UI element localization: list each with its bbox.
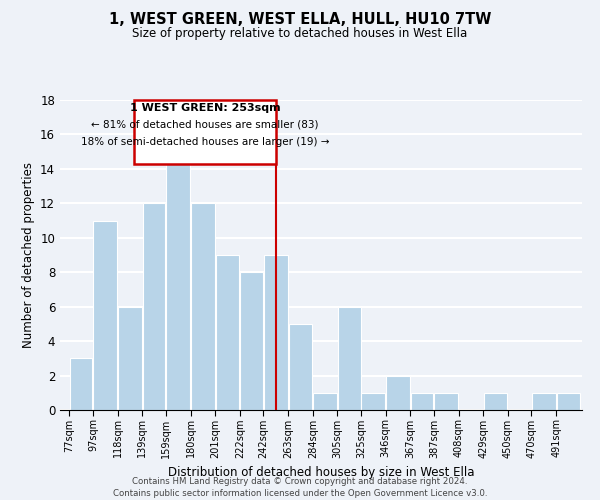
Bar — [338, 306, 361, 410]
Bar — [532, 393, 556, 410]
Bar — [70, 358, 92, 410]
Text: Contains public sector information licensed under the Open Government Licence v3: Contains public sector information licen… — [113, 490, 487, 498]
Bar — [289, 324, 312, 410]
Bar — [94, 220, 117, 410]
Y-axis label: Number of detached properties: Number of detached properties — [22, 162, 35, 348]
Bar — [386, 376, 410, 410]
Bar — [313, 393, 337, 410]
Bar — [557, 393, 580, 410]
Text: 18% of semi-detached houses are larger (19) →: 18% of semi-detached houses are larger (… — [81, 137, 329, 147]
Bar — [361, 393, 385, 410]
Bar — [215, 255, 239, 410]
Bar — [484, 393, 508, 410]
Text: Contains HM Land Registry data © Crown copyright and database right 2024.: Contains HM Land Registry data © Crown c… — [132, 476, 468, 486]
Bar — [434, 393, 458, 410]
X-axis label: Distribution of detached houses by size in West Ella: Distribution of detached houses by size … — [168, 466, 474, 479]
Bar — [411, 393, 433, 410]
FancyBboxPatch shape — [134, 100, 277, 164]
Bar — [118, 306, 142, 410]
Bar — [143, 204, 166, 410]
Bar — [241, 272, 263, 410]
Text: Size of property relative to detached houses in West Ella: Size of property relative to detached ho… — [133, 28, 467, 40]
Bar — [191, 204, 215, 410]
Text: 1, WEST GREEN, WEST ELLA, HULL, HU10 7TW: 1, WEST GREEN, WEST ELLA, HULL, HU10 7TW — [109, 12, 491, 28]
Text: ← 81% of detached houses are smaller (83): ← 81% of detached houses are smaller (83… — [91, 120, 319, 130]
Bar — [264, 255, 287, 410]
Text: 1 WEST GREEN: 253sqm: 1 WEST GREEN: 253sqm — [130, 103, 281, 113]
Bar — [166, 152, 190, 410]
